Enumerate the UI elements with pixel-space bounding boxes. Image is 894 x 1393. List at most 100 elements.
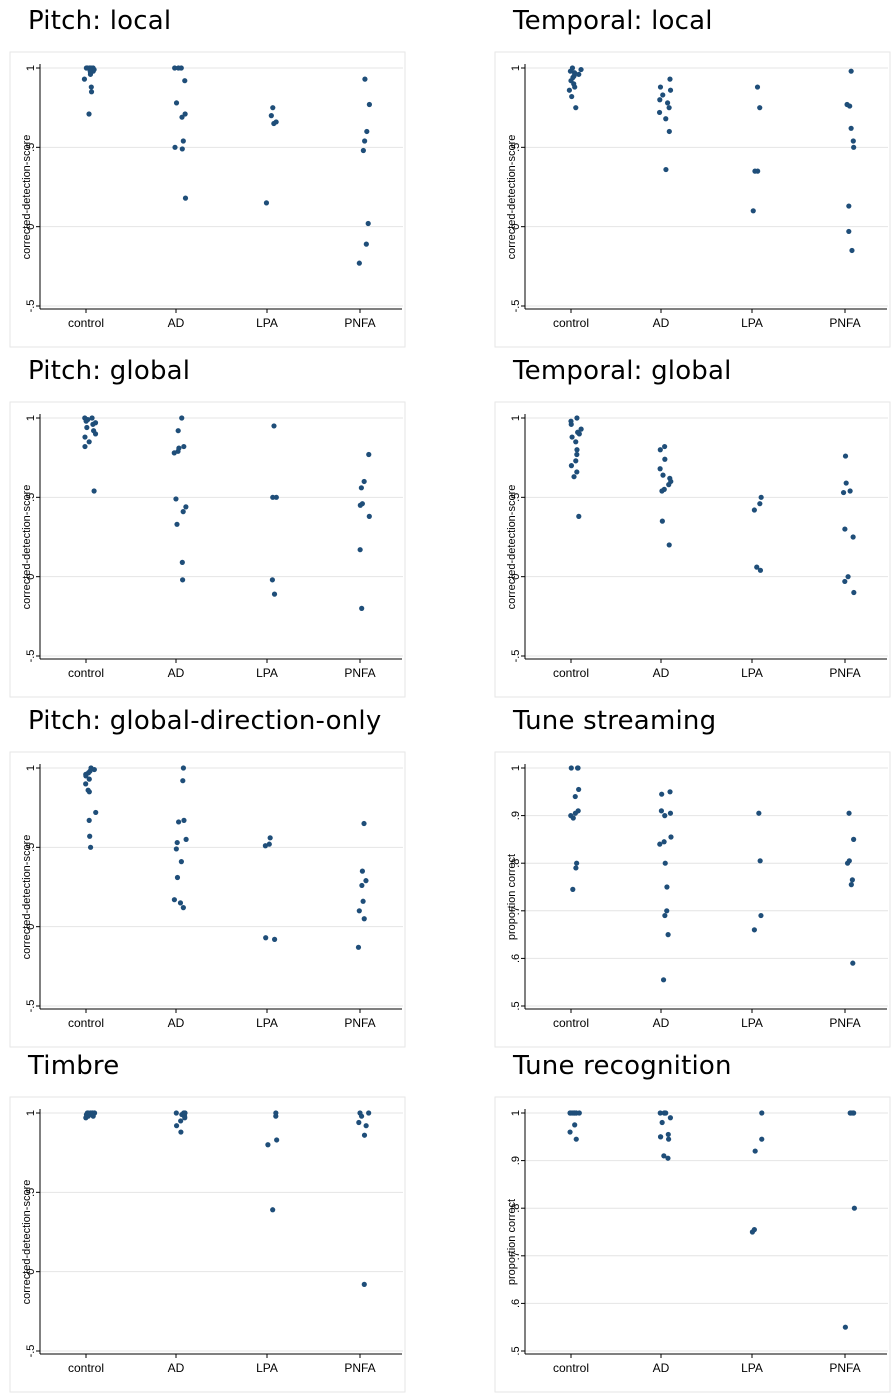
y-axis-title: corrected-detection-score bbox=[506, 485, 518, 610]
data-point bbox=[90, 421, 96, 427]
data-point bbox=[851, 836, 857, 842]
data-point bbox=[662, 456, 668, 462]
data-point bbox=[365, 220, 371, 227]
data-point bbox=[360, 898, 366, 904]
data-point bbox=[850, 138, 856, 144]
data-point bbox=[668, 834, 674, 840]
data-point bbox=[83, 418, 89, 424]
y-tick-label: .8 bbox=[510, 1204, 522, 1213]
data-point bbox=[666, 542, 672, 548]
data-point bbox=[361, 1281, 367, 1287]
data-point bbox=[177, 900, 184, 906]
scatter-chart: -.5 0 .5 1 corrected-detection-score control A… bbox=[9, 1096, 406, 1393]
data-point bbox=[658, 1134, 664, 1140]
data-point bbox=[665, 932, 671, 938]
x-category-label: AD bbox=[653, 1016, 670, 1030]
data-point bbox=[182, 78, 188, 84]
x-category-label: PNFA bbox=[829, 1016, 860, 1030]
plot-frame bbox=[9, 751, 406, 1048]
data-point bbox=[268, 113, 274, 119]
x-category-label: AD bbox=[168, 316, 185, 330]
data-point bbox=[758, 494, 764, 500]
plot-frame bbox=[494, 51, 891, 348]
data-point bbox=[84, 424, 90, 431]
data-point bbox=[659, 791, 665, 797]
y-tick-label: 1 bbox=[25, 1110, 37, 1116]
panel-temporal-global: Temporal: global -.5 0 .5 1 corrected-detect… bbox=[485, 350, 894, 698]
data-point bbox=[180, 905, 186, 911]
data-point bbox=[359, 605, 365, 611]
data-point bbox=[665, 1155, 671, 1161]
plot-frame bbox=[494, 401, 891, 698]
x-category-label: control bbox=[553, 316, 589, 330]
data-point bbox=[574, 447, 580, 453]
y-axis-title: corrected-detection-score bbox=[21, 135, 33, 260]
data-point bbox=[271, 120, 277, 127]
panel-tune-recognition: Tune recognition .5 .6 .7 .8 .9 1 proportion c… bbox=[485, 1045, 894, 1393]
y-tick-label: 1 bbox=[510, 65, 522, 71]
data-point bbox=[751, 927, 757, 933]
y-tick-label: .5 bbox=[25, 143, 37, 152]
data-point bbox=[362, 138, 368, 144]
data-point bbox=[83, 773, 89, 779]
data-point bbox=[172, 144, 178, 150]
y-tick-label: .5 bbox=[510, 1346, 522, 1355]
data-point bbox=[355, 944, 362, 950]
data-point bbox=[749, 1229, 756, 1235]
data-point bbox=[361, 820, 367, 827]
data-point bbox=[664, 100, 671, 106]
data-point bbox=[357, 502, 363, 508]
panel-title: Temporal: global bbox=[513, 356, 732, 386]
data-point bbox=[573, 1136, 579, 1142]
data-point bbox=[357, 547, 363, 553]
data-point bbox=[842, 1324, 848, 1330]
data-point bbox=[666, 105, 672, 111]
data-point bbox=[171, 450, 177, 456]
data-point bbox=[173, 496, 179, 502]
x-category-label: control bbox=[553, 1016, 589, 1030]
data-point bbox=[83, 781, 89, 787]
data-point bbox=[659, 1119, 665, 1126]
data-point bbox=[759, 1136, 765, 1142]
data-point bbox=[274, 1137, 280, 1143]
y-tick-label: 1 bbox=[25, 415, 37, 421]
data-point bbox=[270, 494, 276, 500]
y-axis-title: corrected-detection-score bbox=[506, 135, 518, 260]
data-point bbox=[574, 860, 580, 866]
data-point bbox=[657, 841, 663, 847]
data-point bbox=[568, 765, 574, 771]
data-point bbox=[86, 776, 92, 782]
y-axis-title: corrected-detection-score bbox=[21, 1180, 33, 1305]
data-point bbox=[567, 68, 574, 74]
scatter-chart: -.5 0 .5 1 corrected-detection-score control A… bbox=[9, 751, 406, 1048]
data-point bbox=[846, 810, 852, 816]
data-point bbox=[273, 1113, 279, 1119]
y-tick-label: .8 bbox=[510, 859, 522, 868]
y-tick-label: .5 bbox=[25, 843, 37, 852]
panel-temporal-local: Temporal: local -.5 0 .5 1 corrected-detecti… bbox=[485, 0, 894, 348]
data-point bbox=[356, 1119, 362, 1126]
data-point bbox=[180, 778, 186, 784]
data-point bbox=[361, 916, 367, 922]
data-point bbox=[576, 513, 582, 519]
plot-frame bbox=[494, 751, 891, 1048]
data-point bbox=[179, 559, 185, 565]
data-point bbox=[573, 865, 579, 871]
data-point bbox=[174, 839, 180, 846]
data-point bbox=[180, 577, 186, 583]
y-tick-label: .9 bbox=[510, 1156, 522, 1165]
y-tick-label: .9 bbox=[510, 811, 522, 820]
data-point bbox=[172, 65, 178, 71]
x-category-label: LPA bbox=[741, 1361, 763, 1375]
data-point bbox=[659, 488, 665, 494]
data-point bbox=[179, 114, 185, 120]
data-point bbox=[175, 65, 182, 71]
panel-pitch-global-direction-only: Pitch: global-direction-only -.5 0 .5 1 corr… bbox=[0, 700, 447, 1048]
data-point bbox=[180, 765, 187, 771]
data-point bbox=[90, 1113, 96, 1119]
data-point bbox=[361, 478, 367, 485]
data-point bbox=[83, 1115, 89, 1121]
data-point bbox=[659, 518, 665, 524]
scatter-chart: .5 .6 .7 .8 .9 1 proportion correct control AD LP… bbox=[494, 1096, 891, 1393]
plot-frame bbox=[9, 51, 406, 348]
